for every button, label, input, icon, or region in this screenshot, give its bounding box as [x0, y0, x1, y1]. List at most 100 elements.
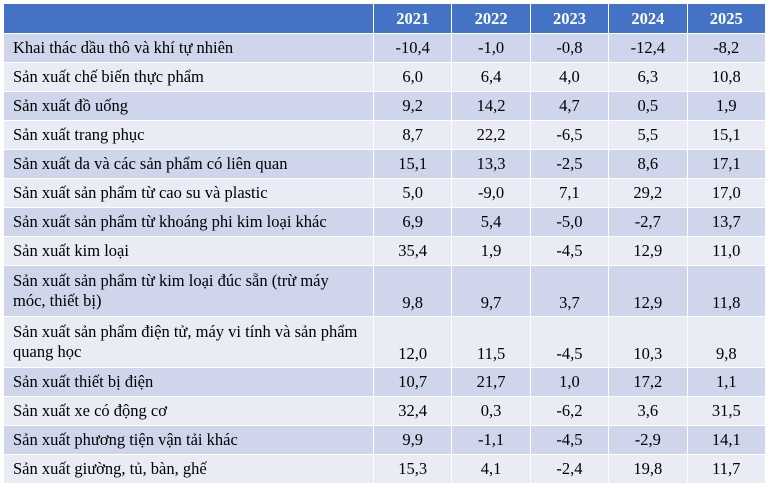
cell-value: 9,8 — [372, 265, 453, 317]
row-label: Sản xuất trang phục — [3, 120, 374, 150]
cell-value: 17,2 — [608, 367, 688, 397]
cell-value: 4,0 — [529, 62, 610, 92]
cell-value: -2,7 — [608, 207, 688, 237]
cell-value: 11,0 — [686, 236, 766, 266]
cell-value: 12,0 — [372, 316, 453, 368]
cell-value: 9,9 — [372, 425, 453, 455]
cell-value: 32,4 — [372, 396, 453, 426]
cell-value: -4,5 — [529, 236, 610, 266]
table-row: Sản xuất xe có động cơ 32,4 0,3 -6,2 3,6… — [3, 396, 766, 426]
cell-value: 10,8 — [686, 62, 766, 92]
header-row: 2021 2022 2023 2024 2025 — [3, 3, 766, 34]
cell-value: 1,0 — [529, 367, 610, 397]
cell-value: 8,7 — [372, 120, 453, 150]
row-label: Sản xuất thiết bị điện — [3, 367, 374, 397]
row-label: Sản xuất xe có động cơ — [3, 396, 374, 426]
table-row: Sản xuất da và các sản phẩm có liên quan… — [3, 149, 766, 179]
table-row: Sản xuất sản phẩm từ cao su và plastic 5… — [3, 178, 766, 208]
cell-value: 9,8 — [686, 316, 766, 368]
cell-value: 6,9 — [372, 207, 453, 237]
cell-value: 29,2 — [608, 178, 688, 208]
cell-value: 1,9 — [686, 91, 766, 121]
cell-value: -2,4 — [529, 454, 610, 484]
cell-value: 11,5 — [451, 316, 531, 368]
cell-value: -2,9 — [608, 425, 688, 455]
cell-value: 6,3 — [608, 62, 688, 92]
table-row: Sản xuất sản phẩm từ kim loại đúc sẵn (t… — [3, 265, 766, 317]
table-body: Khai thác dầu thô và khí tự nhiên -10,4 … — [3, 33, 766, 484]
cell-value: 3,6 — [608, 396, 688, 426]
cell-value: 9,7 — [451, 265, 531, 317]
row-label: Sản xuất giường, tủ, bàn, ghế — [3, 454, 374, 484]
cell-value: 13,7 — [686, 207, 766, 237]
table-row: Sản xuất sản phẩm từ khoáng phi kim loại… — [3, 207, 766, 237]
row-label: Sản xuất sản phẩm từ khoáng phi kim loại… — [3, 207, 374, 237]
table-row: Sản xuất thiết bị điện 10,7 21,7 1,0 17,… — [3, 367, 766, 397]
cell-value: -10,4 — [372, 33, 453, 63]
table-header: 2021 2022 2023 2024 2025 — [3, 3, 766, 34]
cell-value: -1,0 — [451, 33, 531, 63]
cell-value: -6,2 — [529, 396, 610, 426]
cell-value: 8,6 — [608, 149, 688, 179]
row-label: Sản xuất đồ uống — [3, 91, 374, 121]
cell-value: 17,1 — [686, 149, 766, 179]
cell-value: 21,7 — [451, 367, 531, 397]
cell-value: -2,5 — [529, 149, 610, 179]
cell-value: 3,7 — [529, 265, 610, 317]
row-label: Sản xuất chế biến thực phẩm — [3, 62, 374, 92]
cell-value: 15,1 — [372, 149, 453, 179]
header-year-2022: 2022 — [451, 3, 531, 34]
row-label: Sản xuất kim loại — [3, 236, 374, 266]
cell-value: 5,0 — [372, 178, 453, 208]
table-row: Sản xuất trang phục 8,7 22,2 -6,5 5,5 15… — [3, 120, 766, 150]
cell-value: 17,0 — [686, 178, 766, 208]
cell-value: 7,1 — [529, 178, 610, 208]
cell-value: -8,2 — [686, 33, 766, 63]
cell-value: 4,1 — [451, 454, 531, 484]
row-label: Sản xuất sản phẩm điện tử, máy vi tính v… — [3, 316, 374, 368]
table-row: Sản xuất giường, tủ, bàn, ghế 15,3 4,1 -… — [3, 454, 766, 484]
table-row: Sản xuất chế biến thực phẩm 6,0 6,4 4,0 … — [3, 62, 766, 92]
cell-value: -1,1 — [451, 425, 531, 455]
cell-value: 5,5 — [608, 120, 688, 150]
cell-value: -0,8 — [529, 33, 610, 63]
cell-value: 5,4 — [451, 207, 531, 237]
table-row: Khai thác dầu thô và khí tự nhiên -10,4 … — [3, 33, 766, 63]
cell-value: 13,3 — [451, 149, 531, 179]
cell-value: 6,4 — [451, 62, 531, 92]
header-corner-cell — [3, 3, 374, 34]
cell-value: 11,8 — [686, 265, 766, 317]
row-label: Sản xuất da và các sản phẩm có liên quan — [3, 149, 374, 179]
header-year-2023: 2023 — [529, 3, 610, 34]
cell-value: -4,5 — [529, 425, 610, 455]
cell-value: 31,5 — [686, 396, 766, 426]
cell-value: 15,3 — [372, 454, 453, 484]
row-label: Sản xuất phương tiện vận tải khác — [3, 425, 374, 455]
cell-value: 14,1 — [686, 425, 766, 455]
cell-value: -5,0 — [529, 207, 610, 237]
row-label: Sản xuất sản phẩm từ kim loại đúc sẵn (t… — [3, 265, 374, 317]
table-row: Sản xuất kim loại 35,4 1,9 -4,5 12,9 11,… — [3, 236, 766, 266]
cell-value: 35,4 — [372, 236, 453, 266]
cell-value: -12,4 — [608, 33, 688, 63]
cell-value: 0,3 — [451, 396, 531, 426]
header-year-2024: 2024 — [608, 3, 688, 34]
cell-value: 9,2 — [372, 91, 453, 121]
cell-value: 6,0 — [372, 62, 453, 92]
table-row: Sản xuất phương tiện vận tải khác 9,9 -1… — [3, 425, 766, 455]
cell-value: 10,3 — [608, 316, 688, 368]
cell-value: 1,1 — [686, 367, 766, 397]
cell-value: 1,9 — [451, 236, 531, 266]
cell-value: -6,5 — [529, 120, 610, 150]
industry-growth-table: 2021 2022 2023 2024 2025 Khai thác dầu t… — [3, 3, 766, 484]
table-row: Sản xuất sản phẩm điện tử, máy vi tính v… — [3, 316, 766, 368]
cell-value: 19,8 — [608, 454, 688, 484]
cell-value: 11,7 — [686, 454, 766, 484]
cell-value: 10,7 — [372, 367, 453, 397]
cell-value: -4,5 — [529, 316, 610, 368]
cell-value: 12,9 — [608, 265, 688, 317]
header-year-2025: 2025 — [686, 3, 766, 34]
row-label: Sản xuất sản phẩm từ cao su và plastic — [3, 178, 374, 208]
header-year-2021: 2021 — [372, 3, 453, 34]
cell-value: 12,9 — [608, 236, 688, 266]
